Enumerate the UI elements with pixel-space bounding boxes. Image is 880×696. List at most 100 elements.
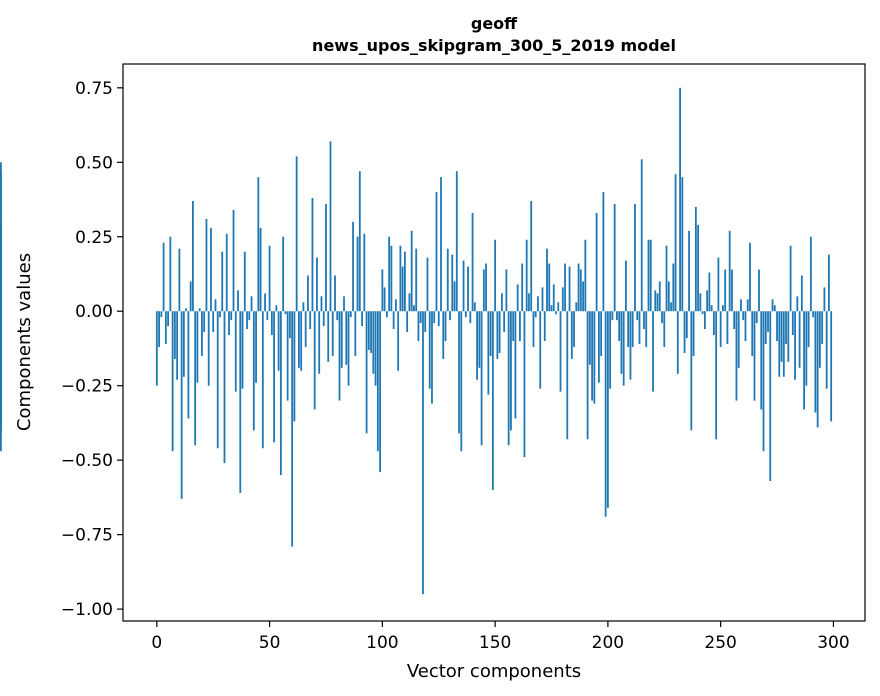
y-tick-label: 0.50 (75, 153, 113, 173)
bar (546, 248, 548, 312)
bar (404, 251, 406, 312)
bar (564, 263, 566, 312)
bar (255, 311, 257, 383)
bar (519, 311, 521, 342)
y-axis-label: Components values (14, 253, 35, 431)
bar (503, 311, 506, 333)
bar (708, 272, 711, 312)
bar (514, 311, 517, 419)
bar (726, 311, 729, 344)
bar (699, 293, 702, 312)
bar (548, 263, 551, 312)
bar (611, 311, 614, 321)
bar (683, 311, 686, 353)
bar (627, 311, 630, 347)
bar (376, 311, 379, 452)
bar (266, 311, 269, 321)
bar (722, 305, 724, 312)
bar (401, 266, 404, 312)
bar (800, 275, 803, 312)
bar (674, 174, 677, 312)
bar (327, 311, 330, 362)
bar (210, 227, 212, 312)
y-tick-label: 0.75 (75, 79, 113, 99)
bar (609, 311, 612, 389)
bar (724, 269, 727, 312)
bar (712, 311, 715, 336)
bar (307, 275, 309, 312)
bar (383, 287, 386, 312)
bar (167, 311, 169, 327)
bar (728, 230, 731, 312)
bar (539, 311, 542, 389)
bar (521, 263, 524, 312)
bar (500, 293, 503, 312)
bars-group (0, 87, 833, 595)
bar (192, 201, 194, 312)
bar (397, 311, 400, 371)
bar (214, 299, 217, 312)
bar (482, 269, 485, 312)
bar (462, 260, 465, 312)
bar (158, 311, 160, 347)
bar (338, 311, 341, 401)
bar (710, 305, 713, 312)
bar (356, 236, 359, 312)
bar (234, 311, 237, 392)
bar (586, 311, 589, 440)
bar (257, 177, 260, 312)
bar (329, 141, 332, 312)
bar (688, 230, 690, 312)
bar (410, 230, 413, 312)
bar (0, 230, 2, 312)
bar (394, 299, 397, 312)
bar (498, 311, 501, 353)
bar (286, 311, 289, 401)
bar (568, 266, 571, 312)
y-tick-label: −0.75 (61, 526, 113, 546)
bar (805, 311, 808, 386)
bar (424, 311, 427, 333)
bar (692, 311, 695, 356)
bar (537, 296, 539, 312)
bar (647, 239, 650, 312)
bar (171, 311, 174, 452)
bar (654, 290, 657, 312)
bar (252, 311, 255, 431)
bar (505, 269, 508, 312)
bar (645, 311, 648, 347)
bar (670, 302, 672, 312)
bar (785, 311, 787, 344)
bar (413, 305, 415, 312)
bar (363, 233, 366, 312)
bar (155, 311, 158, 386)
bar (816, 311, 819, 428)
bar (291, 311, 294, 547)
bar (476, 311, 478, 380)
bar (606, 311, 609, 508)
bar (737, 311, 740, 368)
bar (719, 311, 722, 347)
bar (679, 87, 681, 312)
bar (201, 311, 203, 356)
bar (552, 284, 555, 312)
bar (776, 311, 778, 342)
bar (352, 221, 354, 312)
bar (316, 257, 318, 312)
bar (388, 236, 391, 312)
bar (690, 311, 693, 431)
bar (162, 242, 165, 312)
bar (426, 257, 429, 312)
bar (798, 311, 801, 368)
x-tick-label: 150 (479, 633, 511, 653)
bar (751, 311, 754, 356)
bar (534, 311, 537, 318)
bar (525, 239, 528, 312)
bar (182, 311, 185, 377)
bar (821, 311, 824, 344)
bar (0, 311, 2, 350)
bar (282, 236, 285, 312)
bar (823, 287, 826, 312)
bar (613, 203, 616, 312)
